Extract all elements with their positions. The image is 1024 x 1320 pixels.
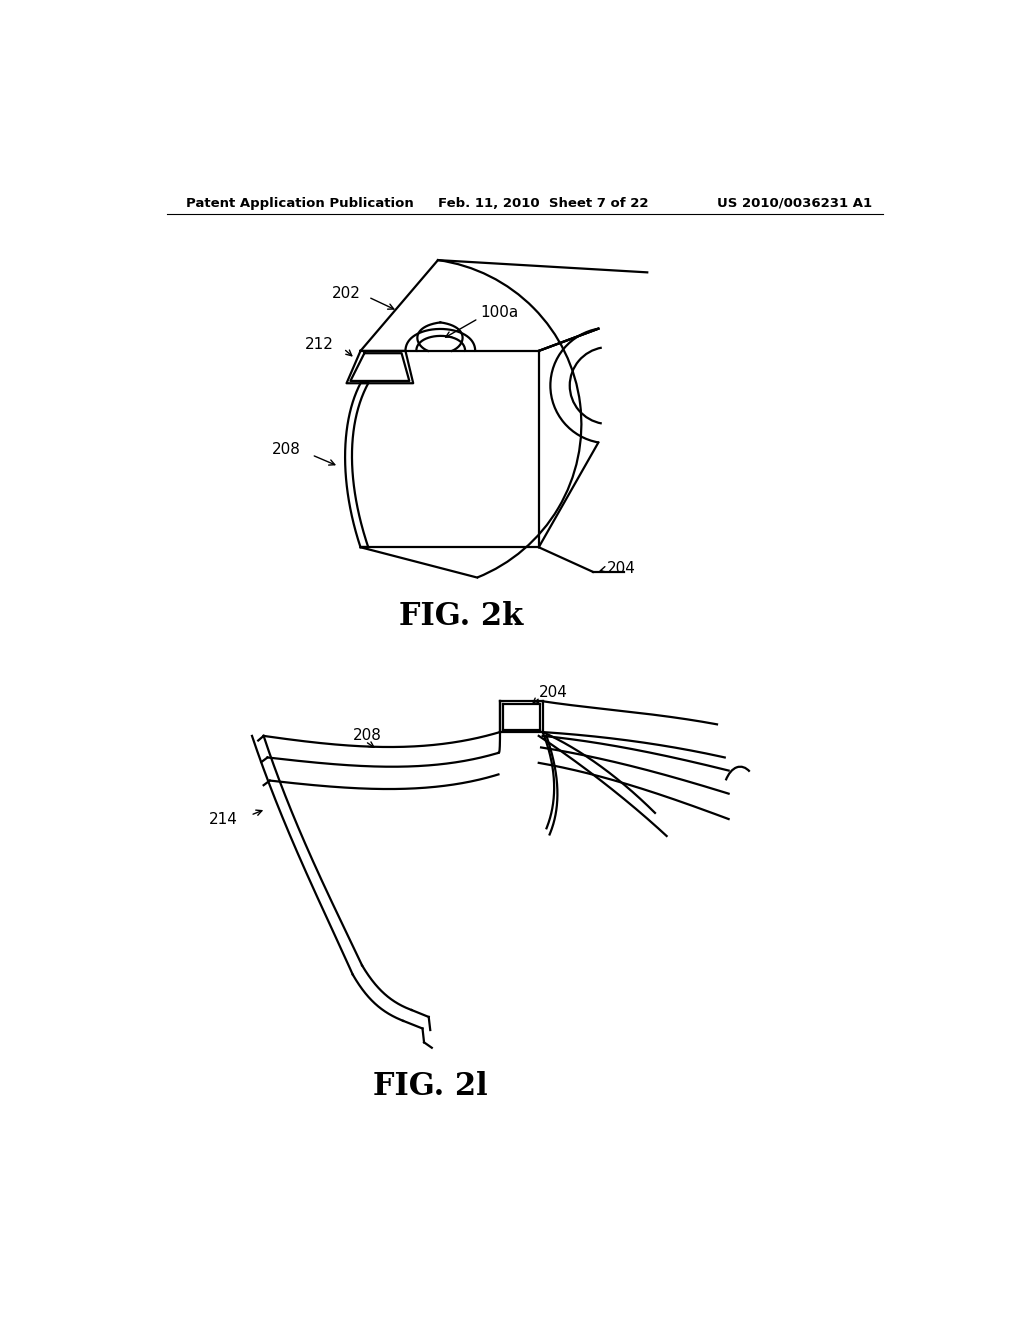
Text: 214: 214 bbox=[209, 812, 238, 826]
Text: 204: 204 bbox=[539, 685, 567, 700]
Text: 202: 202 bbox=[332, 285, 360, 301]
Text: FIG. 2k: FIG. 2k bbox=[399, 601, 523, 632]
Text: 208: 208 bbox=[272, 442, 301, 457]
Text: US 2010/0036231 A1: US 2010/0036231 A1 bbox=[717, 197, 872, 210]
Text: Feb. 11, 2010  Sheet 7 of 22: Feb. 11, 2010 Sheet 7 of 22 bbox=[438, 197, 648, 210]
Text: 208: 208 bbox=[352, 729, 382, 743]
Text: FIG. 2l: FIG. 2l bbox=[373, 1071, 487, 1102]
Text: 212: 212 bbox=[304, 337, 334, 352]
Text: 100a: 100a bbox=[480, 305, 519, 319]
Text: 204: 204 bbox=[607, 561, 636, 576]
Text: Patent Application Publication: Patent Application Publication bbox=[186, 197, 414, 210]
